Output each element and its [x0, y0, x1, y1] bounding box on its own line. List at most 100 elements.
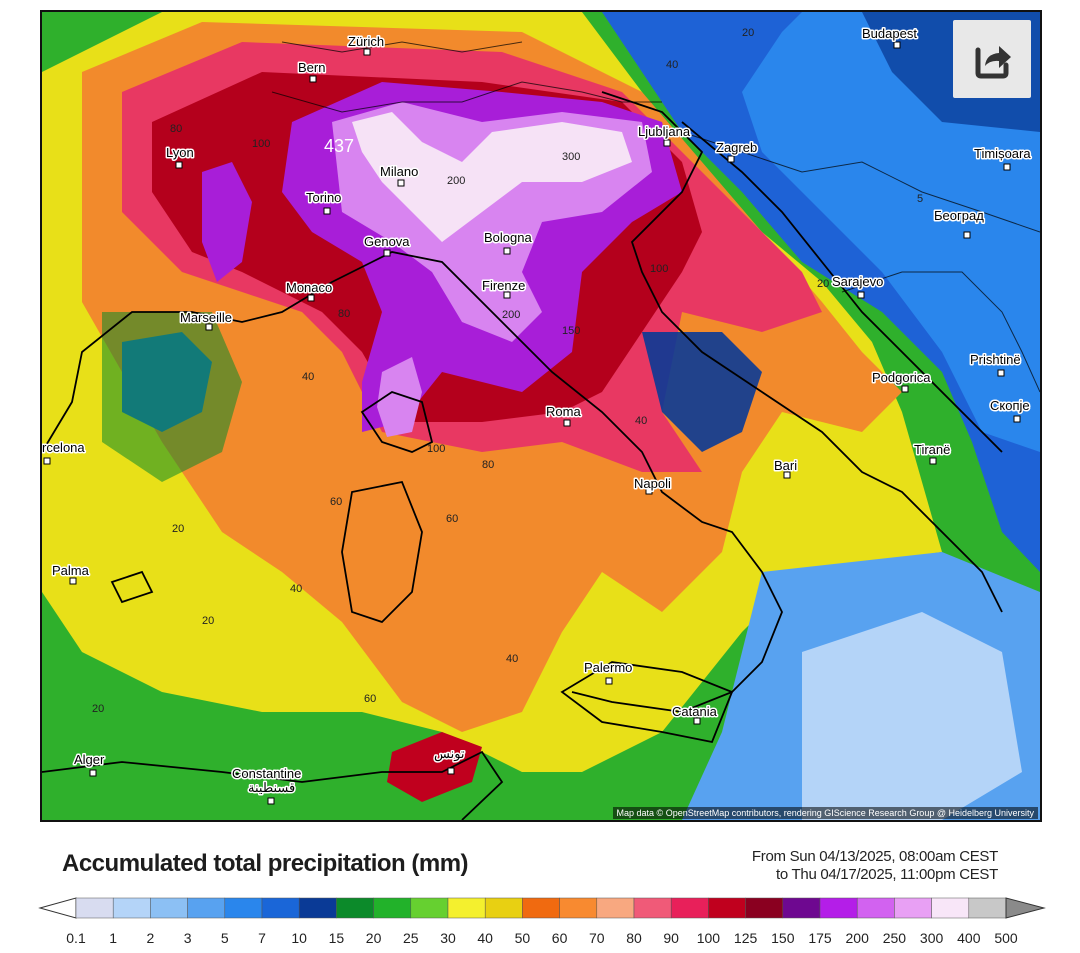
- scale-tick-label: 2: [146, 930, 155, 946]
- city-marker-monaco: [307, 294, 315, 302]
- city-label-budapest[interactable]: Budapest: [861, 25, 919, 43]
- scale-swatch: [559, 897, 598, 919]
- city-label-palermo[interactable]: Palermo: [583, 659, 634, 677]
- city-label-roma[interactable]: Roma: [545, 403, 583, 421]
- city-label-palma[interactable]: Palma: [51, 562, 92, 580]
- city-label-barcelona[interactable]: rcelona: [42, 439, 87, 457]
- scale-swatch: [261, 897, 300, 919]
- city-label-beograd[interactable]: Београд: [933, 207, 986, 225]
- time-range-to: to Thu 04/17/2025, 11:00pm CEST: [776, 866, 998, 883]
- scale-tick-label: 0.1: [66, 930, 86, 946]
- city-label-catania[interactable]: Catania: [671, 703, 720, 721]
- scale-tick-label: 175: [808, 930, 832, 946]
- isoline-label: 20: [172, 523, 184, 535]
- color-scale-labels: 0.1 1 2 3 5 7 10 15 20 25 30 40 50 60 70 80 90 100 125 150 1…: [38, 930, 1048, 950]
- country-borders: [271, 41, 1040, 393]
- city-marker-napoli: [645, 487, 653, 495]
- city-label-torino[interactable]: Torino: [305, 189, 343, 207]
- city-label-timisoara[interactable]: Timișoara: [973, 145, 1033, 163]
- scale-tick-label: 250: [882, 930, 907, 946]
- city-marker-constantine: [267, 797, 275, 805]
- scale-swatch: [931, 897, 970, 919]
- city-marker-milano: [397, 179, 405, 187]
- city-marker-torino: [323, 207, 331, 215]
- isoline-label: 437: [324, 136, 354, 156]
- city-label-tirane[interactable]: Tiranë: [913, 441, 952, 459]
- isoline-label: 20: [742, 27, 754, 39]
- scale-tick-label: 100: [696, 930, 721, 946]
- city-label-napoli[interactable]: Napoli: [633, 475, 673, 493]
- scale-tick-label: 70: [589, 930, 605, 946]
- time-range-from: From Sun 04/13/2025, 08:00am CEST: [751, 848, 998, 865]
- isoline-label: 80: [338, 308, 350, 320]
- isoline-label: 40: [506, 653, 518, 665]
- scale-tick-label: 125: [733, 930, 758, 946]
- city-label-constantine-arabic[interactable]: قسنطينة: [247, 779, 297, 797]
- city-marker-catania: [693, 717, 701, 725]
- city-label-sarajevo[interactable]: Sarajevo: [831, 273, 885, 291]
- scale-tick-label: 1: [109, 930, 118, 946]
- isoline-label: 60: [446, 513, 458, 525]
- isoline-label: 100: [427, 443, 445, 455]
- city-label-alger[interactable]: Alger: [73, 751, 107, 769]
- city-label-milano[interactable]: Milano: [379, 163, 420, 181]
- city-label-monaco[interactable]: Monaco: [285, 279, 334, 297]
- city-label-constantine[interactable]: Constantine: [231, 765, 303, 783]
- precip-zone-250: [377, 357, 422, 437]
- scale-swatch: [819, 897, 858, 919]
- city-label-genova[interactable]: Genova: [363, 233, 412, 251]
- scale-tick-label: 60: [551, 930, 568, 946]
- scale-swatch: [187, 897, 226, 919]
- scale-tick-label: 90: [663, 930, 679, 946]
- city-label-zagreb[interactable]: Zagreb: [715, 139, 759, 157]
- isoline-label: 60: [330, 496, 342, 508]
- share-button[interactable]: [953, 20, 1031, 98]
- isoline-label: 150: [562, 325, 580, 337]
- city-marker-budapest: [893, 41, 901, 49]
- city-label-firenze[interactable]: Firenze: [481, 277, 527, 295]
- city-marker-zurich: [363, 48, 371, 56]
- city-label-bern[interactable]: Bern: [297, 59, 327, 77]
- scale-tick-label: 30: [440, 930, 456, 946]
- scale-arrow-low: [38, 897, 77, 919]
- scale-tick-label: 25: [403, 930, 419, 946]
- map-canvas[interactable]: 437 300 200 200 150 100 100 100 80 80 80…: [42, 12, 1040, 820]
- city-label-marseille[interactable]: Marseille: [179, 309, 234, 327]
- precip-zone-175: [202, 162, 252, 282]
- precipitation-map[interactable]: 437 300 200 200 150 100 100 100 80 80 80…: [40, 10, 1042, 822]
- city-markers: Zürich Bern Lyon Milano Torino Genova Bo…: [42, 25, 1033, 805]
- isoline-label: 5: [917, 193, 923, 205]
- city-label-prishtine[interactable]: Prishtinë: [969, 351, 1023, 369]
- city-label-skopje[interactable]: Скопје: [989, 397, 1032, 415]
- isoline-label: 200: [447, 175, 465, 187]
- map-attribution: Map data © OpenStreetMap contributors, r…: [612, 807, 1038, 819]
- scale-tick-label: 50: [514, 930, 531, 946]
- scale-swatch: [745, 897, 784, 919]
- scale-tick-label: 40: [477, 930, 493, 946]
- city-marker-roma: [563, 419, 571, 427]
- city-marker-palermo: [605, 677, 613, 685]
- scale-swatch: [373, 897, 412, 919]
- precip-zone-300: [352, 112, 632, 242]
- scale-swatch: [150, 897, 188, 919]
- city-marker-bern: [309, 75, 317, 83]
- city-label-zurich[interactable]: Zürich: [347, 33, 386, 51]
- city-marker-tunis: [447, 767, 455, 775]
- scale-swatch: [522, 897, 560, 919]
- city-label-podgorica[interactable]: Podgorica: [871, 369, 933, 387]
- city-label-lyon[interactable]: Lyon: [165, 144, 196, 162]
- city-label-ljubljana[interactable]: Ljubljana: [637, 123, 693, 141]
- scale-swatch: [75, 897, 114, 919]
- scale-swatch: [856, 897, 895, 919]
- scale-tick-label: 300: [919, 930, 944, 946]
- city-marker-zagreb: [727, 155, 735, 163]
- isoline-label: 300: [562, 151, 580, 163]
- isoline-label: 80: [170, 123, 182, 135]
- color-scale-bar: [38, 897, 1046, 919]
- city-label-tunis[interactable]: تونس: [433, 745, 467, 764]
- scale-swatch: [670, 897, 709, 919]
- isoline-label: 20: [817, 278, 829, 290]
- coastlines: [42, 91, 1003, 820]
- city-label-bari[interactable]: Bari: [773, 457, 799, 475]
- city-label-bologna[interactable]: Bologna: [483, 229, 534, 247]
